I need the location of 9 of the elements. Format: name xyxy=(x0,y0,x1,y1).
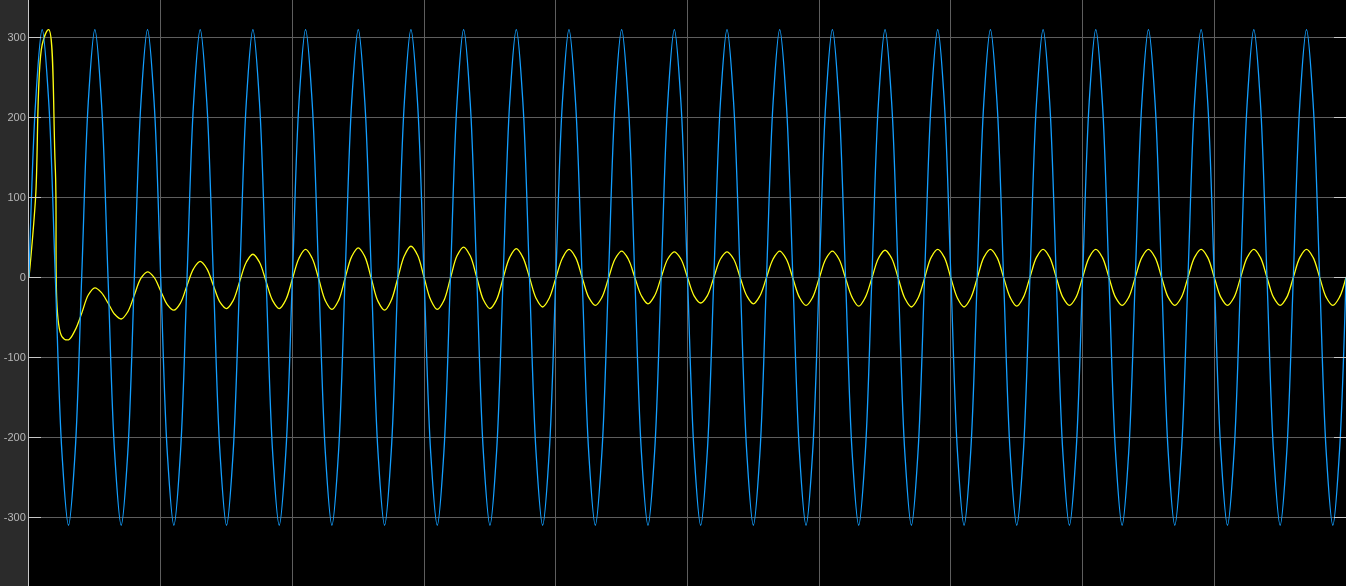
y-tick-label: 300 xyxy=(7,31,26,44)
y-tick-label: 200 xyxy=(7,111,26,124)
y-tick-label: -300 xyxy=(3,511,26,524)
line-series xyxy=(29,28,1346,341)
line-series xyxy=(29,28,1346,526)
y-tick-label: -100 xyxy=(3,351,26,364)
y-tick-label: 0 xyxy=(19,271,26,284)
y-tick-label: -200 xyxy=(3,431,26,444)
y-tick-label: 100 xyxy=(7,191,26,204)
